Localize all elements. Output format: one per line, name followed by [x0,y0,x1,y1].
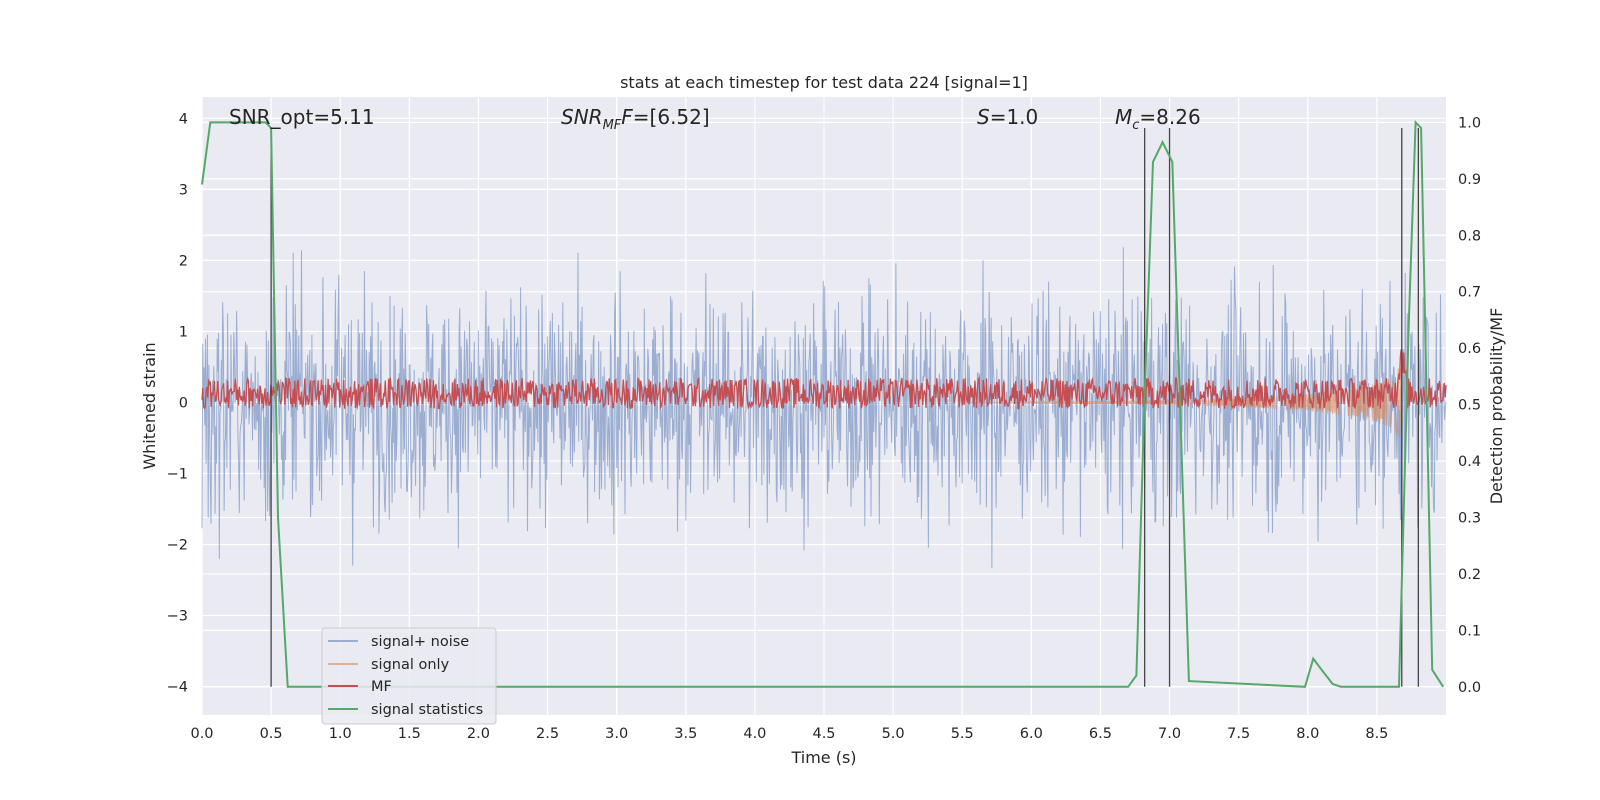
annotation-s-main: S [977,105,990,129]
legend-label-signal-noise: signal+ noise [371,634,469,650]
y2-tick-label: 1.0 [1458,115,1481,131]
y-tick-label: 2 [179,253,188,269]
x-tick-label: 7.0 [1158,726,1181,742]
x-tick-label: 7.5 [1227,726,1250,742]
y2-tick-label: 0.4 [1458,454,1481,470]
x-tick-label: 1.5 [398,726,421,742]
x-tick-label: 4.5 [812,726,835,742]
y-axis-label: Whitened strain [140,342,159,469]
y-tick-label: −4 [167,680,188,696]
x-tick-label: 0.0 [190,726,213,742]
x-tick-label: 3.0 [605,726,628,742]
chart-title: stats at each timestep for test data 224… [620,73,1028,92]
legend: signal+ noise signal only MF signal stat… [321,627,497,725]
y2-tick-label: 0.7 [1458,285,1481,301]
series-mf [201,349,1447,411]
annotation-snr-mf-sub: MF [603,118,622,133]
annotation-mc-sub: c [1132,118,1139,133]
annotation-mc-main: M [1115,105,1132,129]
annotation-snr-mf-rest: =[6.52] [633,105,710,129]
y2-tick-label: 0.8 [1458,228,1481,244]
x-tick-label: 8.5 [1365,726,1388,742]
annotation-s-rest: =1.0 [990,105,1039,129]
y-tick-label: −2 [167,538,188,554]
legend-label-mf: MF [371,679,392,695]
annotation-mc-rest: =8.26 [1139,105,1200,129]
y2-tick-label: 0.2 [1458,567,1481,583]
annotation-snr-mf: SNRMFF=[6.52] [561,105,710,133]
y2-tick-label: 0.6 [1458,341,1481,357]
x-tick-label: 2.0 [467,726,490,742]
y-tick-label: 0 [179,395,188,411]
y-tick-label: 1 [179,324,188,340]
y2-tick-label: 0.1 [1458,623,1481,639]
x-tick-label: 5.0 [882,726,905,742]
annotation-s: S=1.0 [977,105,1038,129]
y2-tick-label: 0.3 [1458,510,1481,526]
x-tick-label: 0.5 [260,726,283,742]
annotation-snr-mf-f: F [621,105,633,129]
series-signal-statistics [201,120,1445,688]
annotation-mc: Mc=8.26 [1115,105,1201,133]
x-tick-label: 1.0 [329,726,352,742]
series-layer [201,120,1447,688]
y-tick-label: −3 [167,609,188,625]
legend-box [321,627,497,725]
y2-axis-label: Detection probability/MF [1487,308,1506,505]
x-tick-label: 2.5 [536,726,559,742]
annotation-snr-opt: SNR_opt=5.11 [229,105,375,129]
y-tick-label: 3 [179,182,188,198]
y2-tick-label: 0.9 [1458,172,1481,188]
x-tick-label: 5.5 [951,726,974,742]
annotation-snr-mf-main: SNR [561,105,603,129]
x-tick-label: 8.0 [1296,726,1319,742]
y2-tick-label: 0.5 [1458,398,1481,414]
x-tick-label: 6.5 [1089,726,1112,742]
x-axis-label: Time (s) [790,748,856,767]
legend-label-signal-only: signal only [371,657,450,673]
x-tick-label: 4.0 [743,726,766,742]
x-tick-label: 6.0 [1020,726,1043,742]
y2-tick-label: 0.0 [1458,680,1481,696]
x-tick-label: 3.5 [674,726,697,742]
y-tick-label: −1 [167,466,188,482]
y-tick-label: 4 [179,111,188,127]
legend-label-signal-statistics: signal statistics [371,702,483,718]
series-signal-noise [201,247,1447,569]
ticks-layer: 0.0 0.5 1.0 1.5 2.0 2.5 3.0 3.5 4.0 4.5 5.0 5.5 6.0 6… [167,111,1481,742]
